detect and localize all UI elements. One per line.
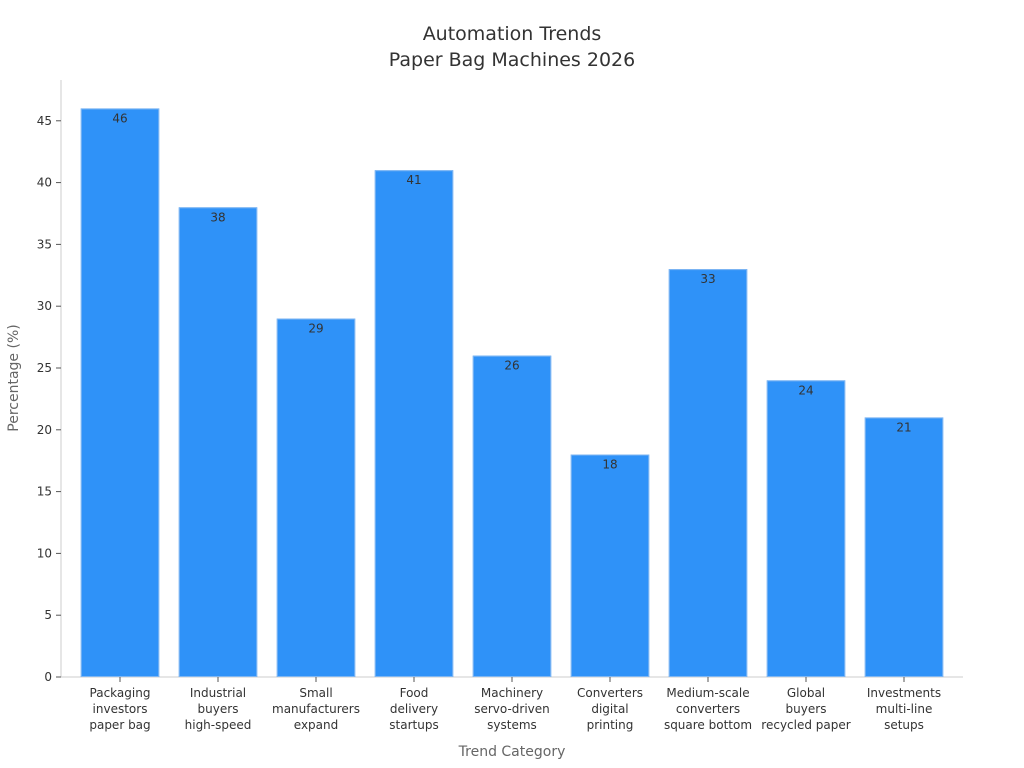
x-tick-label-line: delivery [390, 702, 438, 716]
bar [80, 108, 160, 677]
bar-outline [668, 269, 748, 677]
x-tick-label-line: expand [294, 718, 338, 732]
x-tick-label-line: digital [591, 702, 628, 716]
x-tick-label: Machinery servo-driven systems [474, 686, 550, 732]
x-tick-label: Industrial buyers high-speed [185, 686, 252, 732]
chart-title-line-1: Automation Trends [423, 23, 602, 45]
x-tick-label-line: servo-driven [474, 702, 550, 716]
chart-title-line-2: Paper Bag Machines 2026 [389, 49, 635, 71]
bar-outline [80, 108, 160, 677]
x-tick-label: Medium-scale converters square bottom [664, 686, 752, 732]
x-tick-label-line: Medium-scale [666, 686, 749, 700]
bar-outline [178, 207, 258, 678]
y-tick-label: 35 [37, 237, 52, 251]
x-tick-label-line: Industrial [190, 686, 246, 700]
data-label: 33 [700, 272, 715, 286]
x-tick-label-line: Global [787, 686, 825, 700]
y-tick-label: 25 [37, 361, 52, 375]
x-tick-label: Food delivery startups [389, 686, 438, 732]
bar [570, 454, 650, 677]
x-axis-tick-labels: Packaging investors paper bag Industrial buy… [89, 677, 941, 732]
x-tick-label-line: Converters [577, 686, 643, 700]
bar [472, 355, 552, 677]
bar-outline [374, 170, 454, 677]
data-label: 21 [896, 420, 911, 434]
x-axis-label: Trend Category [458, 744, 566, 760]
bar [374, 170, 454, 678]
data-label: 18 [602, 458, 617, 472]
x-tick-label-line: systems [487, 718, 537, 732]
y-tick-label: 5 [44, 608, 52, 622]
data-label: 46 [112, 111, 127, 125]
bar [864, 417, 944, 677]
y-tick-label: 45 [37, 114, 52, 128]
data-label: 24 [798, 383, 813, 397]
x-tick-label-line: setups [884, 718, 924, 732]
bar-outline [766, 380, 846, 677]
x-tick-label-line: recycled paper [761, 718, 850, 732]
x-tick-label: Packaging investors paper bag [89, 686, 150, 732]
x-tick-label-line: paper bag [89, 718, 150, 732]
y-tick-label: 0 [44, 670, 52, 684]
y-tick-label: 15 [37, 485, 52, 499]
data-labels: 46 38 29 41 26 18 33 24 21 [112, 111, 911, 471]
data-label: 29 [308, 322, 323, 336]
x-tick-label-line: Food [400, 686, 429, 700]
y-tick-label: 20 [37, 423, 52, 437]
x-tick-label-line: square bottom [664, 718, 752, 732]
x-tick-label-line: Machinery [481, 686, 543, 700]
x-tick-label-line: buyers [198, 702, 239, 716]
y-axis-tick-labels: 0 5 10 15 20 25 30 35 40 45 [37, 114, 61, 684]
x-tick-label-line: Small [299, 686, 332, 700]
bar [178, 207, 258, 678]
x-tick-label: Global buyers recycled paper [761, 686, 850, 732]
chart-title: Automation Trends Paper Bag Machines 202… [389, 23, 635, 71]
bars [80, 108, 944, 678]
x-tick-label-line: investors [93, 702, 148, 716]
x-tick-label: Converters digital printing [577, 686, 643, 732]
y-axis-label: Percentage (%) [6, 324, 22, 431]
x-tick-label-line: Investments [867, 686, 941, 700]
bar-outline [472, 355, 552, 677]
data-label: 38 [210, 210, 225, 224]
x-tick-label-line: high-speed [185, 718, 252, 732]
bar [276, 318, 356, 677]
x-tick-label-line: startups [389, 718, 438, 732]
y-tick-label: 10 [37, 546, 52, 560]
x-tick-label: Small manufacturers expand [272, 686, 360, 732]
bar [766, 380, 846, 677]
x-tick-label-line: printing [587, 718, 634, 732]
x-tick-label-line: multi-line [876, 702, 933, 716]
bar [668, 269, 748, 677]
x-tick-label-line: Packaging [90, 686, 151, 700]
y-tick-label: 30 [37, 299, 52, 313]
data-label: 26 [504, 359, 519, 373]
bar-outline [570, 454, 650, 677]
x-tick-label-line: buyers [786, 702, 827, 716]
x-tick-label-line: converters [676, 702, 740, 716]
data-label: 41 [406, 173, 421, 187]
x-tick-label: Investments multi-line setups [867, 686, 941, 732]
y-tick-label: 40 [37, 176, 52, 190]
x-tick-label-line: manufacturers [272, 702, 360, 716]
bar-outline [276, 318, 356, 677]
bar-outline [864, 417, 944, 677]
